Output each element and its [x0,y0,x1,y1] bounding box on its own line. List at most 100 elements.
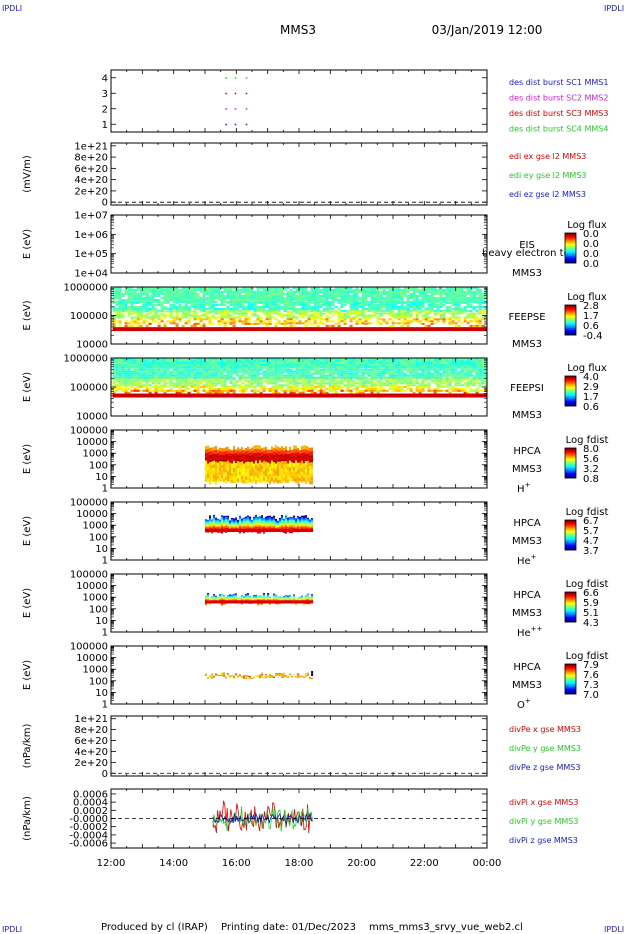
heatmap-cell [298,299,302,301]
colorbar-swatch [565,250,576,252]
heatmap-cell [427,287,431,289]
heatmap-cell [475,360,479,362]
heatmap-cell [220,314,224,317]
heatmap-cell [235,453,237,457]
heatmap-cell [421,299,425,301]
heatmap-cell [178,382,182,385]
heatmap-cell [418,384,422,387]
heatmap-cell [139,384,143,387]
heatmap-cell [409,384,413,387]
heatmap-cell [274,324,278,327]
heatmap-cell [211,461,213,465]
heatmap-cell [208,387,212,390]
heatmap-cell [205,378,209,381]
heatmap-cell [199,358,203,360]
heatmap-cell [379,301,383,304]
heatmap-cell [436,382,440,385]
heatmap-cell [277,305,281,308]
colorbar-swatch [565,397,576,399]
heatmap-cell [136,287,140,289]
heatmap-cell [184,307,188,310]
heatmap-cell [412,368,416,371]
heatmap-cell [208,297,212,299]
heatmap-cell [457,372,461,375]
heatmap-cell [187,318,191,321]
heatmap-cell [388,372,392,375]
heatmap-cell [454,374,458,377]
heatmap-cell [121,360,125,362]
heatmap-cell [331,320,335,323]
heatmap-cell [178,301,182,303]
heatmap-cell [352,358,356,360]
heatmap-cell [430,305,434,308]
heatmap-cell [265,310,269,313]
heatmap-cell [313,314,317,317]
heatmap-cell [277,364,281,366]
heatmap-cell [163,287,167,289]
heatmap-cell [478,324,482,327]
heatmap-cell [292,391,296,394]
heatmap-cell [295,307,299,310]
heatmap-cell [304,382,308,385]
heatmap-cell [400,368,404,371]
colorbar-swatch [565,402,576,404]
heatmap-cell [160,291,164,293]
heatmap-cell [202,366,206,369]
heatmap-cell [112,378,116,381]
heatmap-cell [268,374,272,377]
heatmap-cell [207,452,209,457]
heatmap-cell [340,387,344,390]
heatmap-cell [370,322,374,325]
heatmap-cell [340,360,344,362]
heatmap-cell [382,297,386,299]
heatmap-cell [112,387,116,390]
heatmap-cell [409,322,413,325]
heatmap-cell [157,385,161,388]
heatmap-cell [190,358,194,360]
heatmap-cell [352,382,356,385]
heatmap-cell [148,295,152,297]
heatmap-cell [121,293,125,295]
heatmap-cell [406,368,410,371]
heatmap-cell [220,385,224,388]
heatmap-cell [394,387,398,390]
heatmap-cell [403,312,407,315]
heatmap-cell [124,366,128,369]
heatmap-cell [424,291,428,293]
heatmap-cell [166,368,170,371]
heatmap-cell [301,389,305,392]
heatmap-cell [151,287,155,289]
heatmap-cell [463,299,467,301]
colorbar-swatch [565,236,576,238]
heatmap-cell [337,374,341,377]
heatmap-cell [376,370,380,373]
heatmap-cell [172,293,176,295]
heatmap-cell [382,378,386,381]
heatmap-cell [283,303,287,306]
heatmap-cell [274,322,278,325]
heatmap-cell [292,366,296,369]
heatmap-cell [484,384,488,387]
colorbar-swatch [565,261,576,263]
heatmap-cell [115,370,119,373]
heatmap-cell [169,314,173,317]
heatmap-cell [460,301,464,304]
heatmap-cell [433,293,437,295]
heatmap-cell [415,301,419,304]
heatmap-cell [163,364,167,366]
heatmap-cell [400,310,404,313]
heatmap-cell [484,382,488,385]
y-tick-label: 1 [102,120,108,131]
heatmap-cell [181,391,185,394]
heatmap-cell [277,391,281,394]
heatmap-cell [163,289,167,291]
heatmap-cell [442,316,446,319]
heatmap-cell [283,376,287,379]
heatmap-cell [292,295,296,297]
heatmap-cell [337,312,341,315]
heatmap-cell [355,376,359,379]
heatmap-cell [370,307,374,310]
heatmap-cell [127,314,131,317]
heatmap-cell [193,310,197,313]
heatmap-cell [142,287,146,289]
